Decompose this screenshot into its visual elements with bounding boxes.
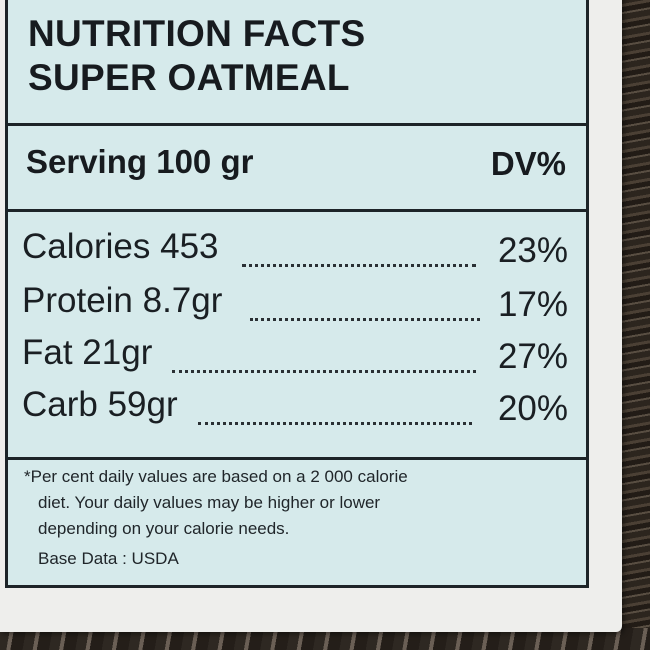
nutrient-dv: 27% <box>497 337 568 376</box>
nutrient-name: Protein 8.7gr <box>22 281 223 320</box>
footnote-line-2: diet. Your daily values may be higher or… <box>38 493 381 512</box>
paper-card: NUTRITION FACTS SUPER OATMEAL Serving 10… <box>0 0 622 632</box>
serving-section: Serving 100 gr DV% <box>8 123 586 212</box>
nutrition-label: NUTRITION FACTS SUPER OATMEAL Serving 10… <box>5 0 589 588</box>
data-source: Base Data : USDA <box>38 549 179 568</box>
dv-header: DV% <box>490 145 566 182</box>
footnote-section: *Per cent daily values are based on a 2 … <box>8 457 586 582</box>
nutrient-name: Fat 21gr <box>22 333 153 372</box>
footnote-line-1: *Per cent daily values are based on a 2 … <box>24 467 408 486</box>
nutrient-row-calories: Calories 453 23% <box>22 227 568 277</box>
nutrient-row-fat: Fat 21gr 27% <box>22 333 568 383</box>
dot-leader <box>198 422 472 425</box>
nutrient-row-carb: Carb 59gr 20% <box>22 385 568 435</box>
nutrient-dv: 20% <box>497 389 568 428</box>
nutrients-section: Calories 453 23% Protein 8.7gr 17% Fat 2… <box>8 209 586 460</box>
nutrient-dv: 23% <box>497 231 568 270</box>
nutrient-name: Calories 453 <box>22 227 219 266</box>
table-surface-bottom <box>0 628 650 650</box>
dot-leader <box>250 318 480 321</box>
nutrient-name: Carb 59gr <box>22 385 178 424</box>
dot-leader <box>172 370 476 373</box>
dot-leader <box>242 264 476 267</box>
nutrient-row-protein: Protein 8.7gr 17% <box>22 281 568 331</box>
label-title: NUTRITION FACTS <box>28 13 366 54</box>
serving-size: Serving 100 gr <box>26 143 254 180</box>
label-title-section: NUTRITION FACTS SUPER OATMEAL <box>8 0 586 126</box>
nutrient-dv: 17% <box>497 285 568 324</box>
product-name: SUPER OATMEAL <box>28 57 350 98</box>
footnote-line-3: depending on your calorie needs. <box>38 519 290 538</box>
